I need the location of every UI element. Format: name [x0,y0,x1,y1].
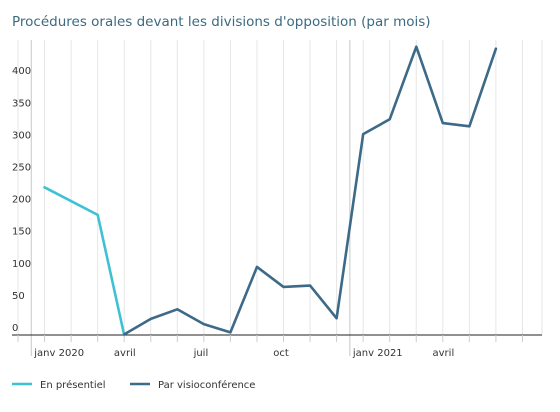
x-tick-label: avril [433,348,455,359]
year-separators [31,40,350,356]
x-tick-label: avril [114,348,136,359]
y-tick-label: 350 [12,98,31,109]
y-axis-ticks: 0 50 100 150 200 250 300 350 400 [12,66,31,334]
y-tick-label: 150 [12,227,31,238]
legend-label: Par visioconférence [158,379,255,391]
x-axis-ticks: janv 2020 avril juil oct janv 2021 avril [18,335,522,359]
legend-label: En présentiel [40,379,106,391]
y-tick-label: 100 [12,259,31,270]
chart-title: Procédures orales devant les divisions d… [12,14,431,30]
y-tick-label: 250 [12,163,31,174]
x-tick-label: juil [193,348,209,359]
y-tick-label: 400 [12,66,31,77]
x-tick-label: oct [273,348,289,359]
x-tick-label: janv 2020 [33,348,84,359]
legend: En présentiel Par visioconférence [12,379,255,391]
series [45,47,496,335]
y-tick-label: 50 [12,291,25,302]
vertical-gridlines [18,40,542,335]
series-line-1 [45,187,125,335]
y-tick-label: 0 [12,323,18,334]
y-tick-label: 300 [12,130,31,141]
x-tick-label: janv 2021 [352,348,403,359]
y-tick-label: 200 [12,195,31,206]
